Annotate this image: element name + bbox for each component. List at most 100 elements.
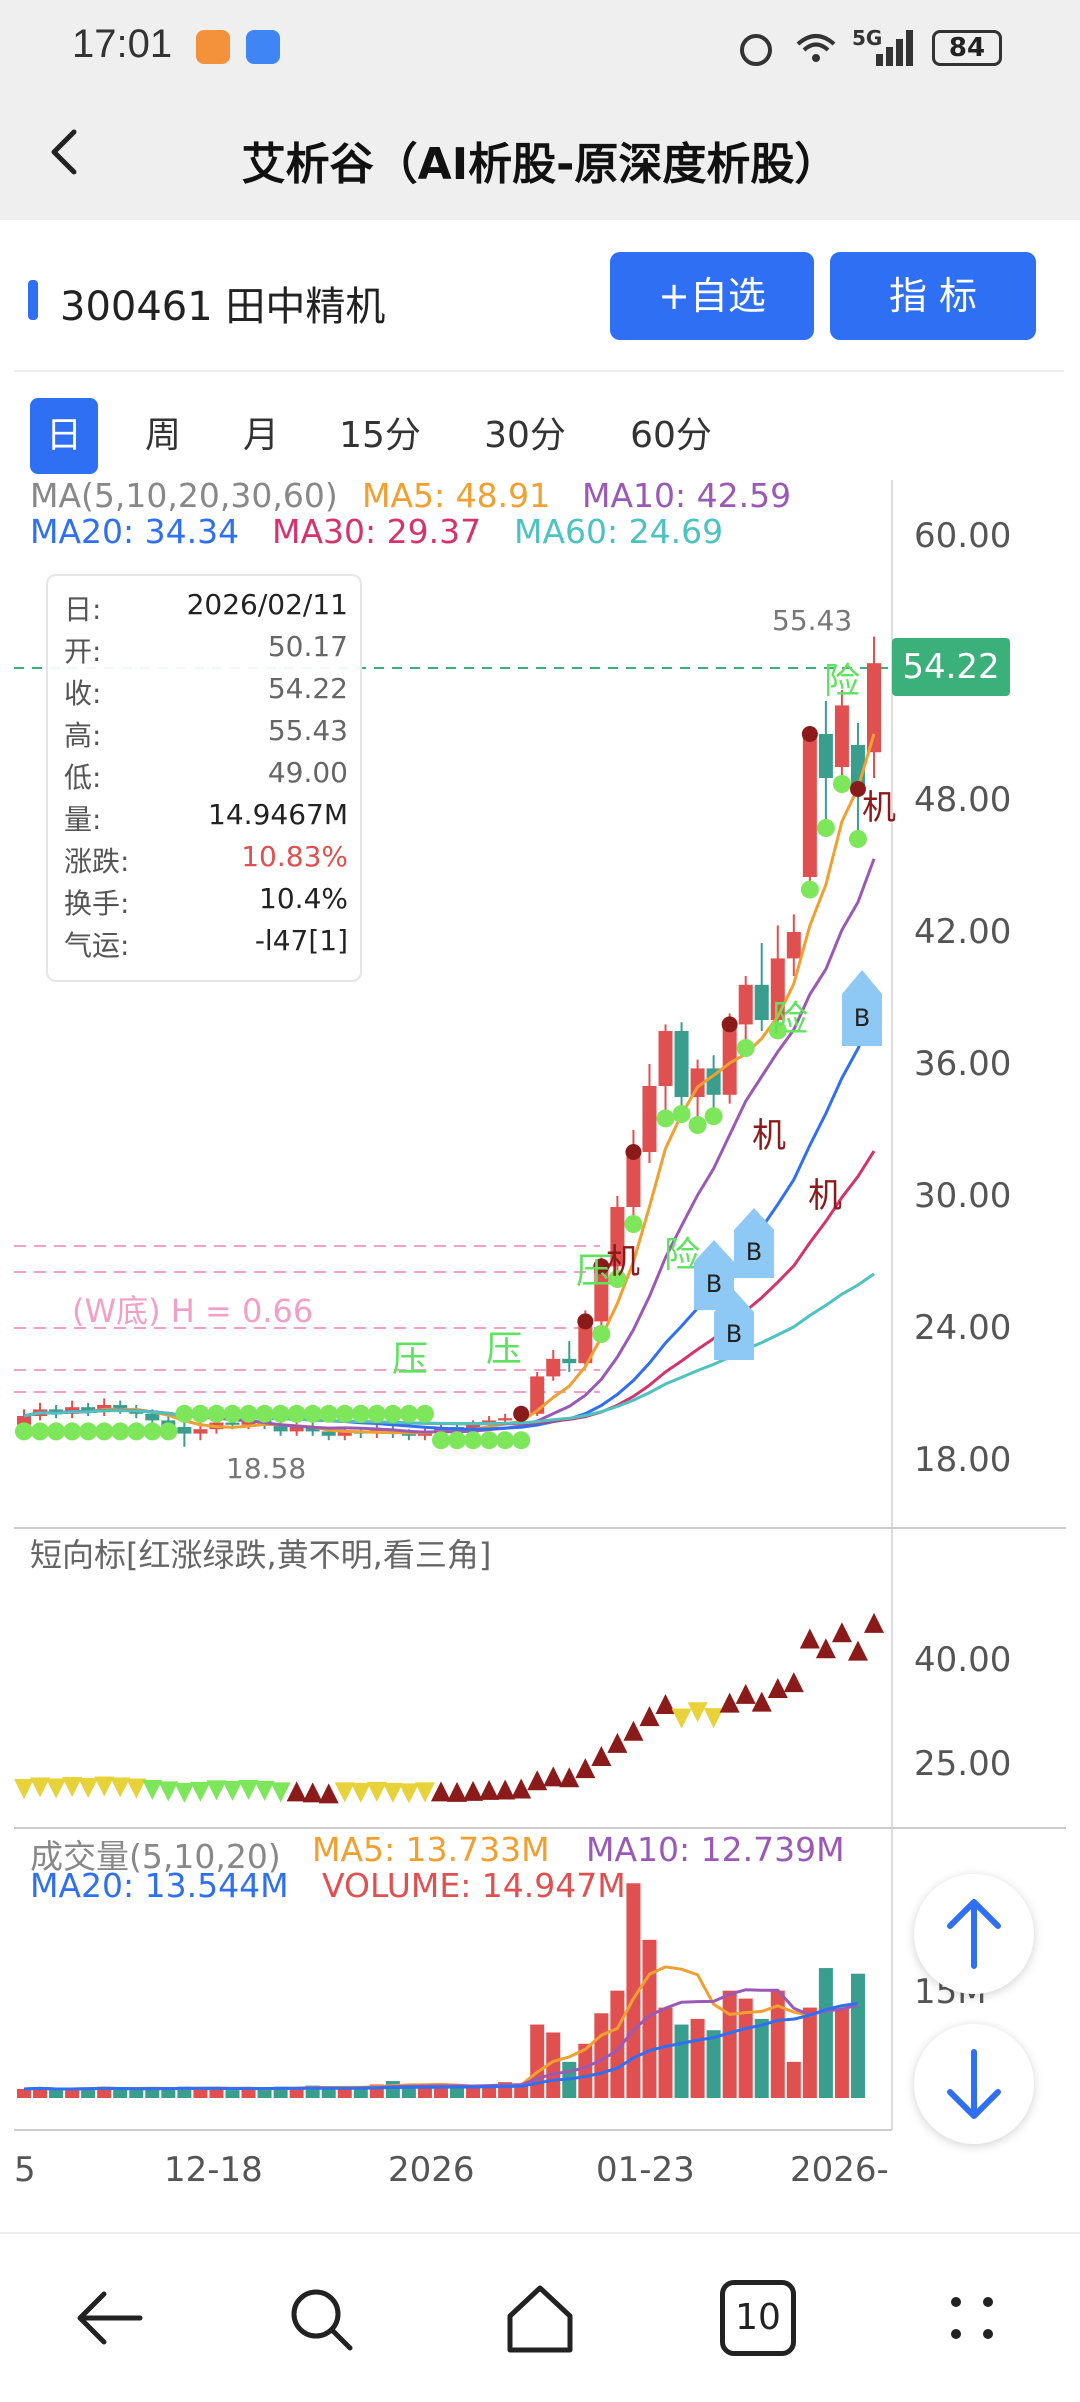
signal-dot-dark [801, 726, 818, 742]
nav-menu-button[interactable] [932, 2278, 1012, 2358]
volume-bar [706, 2030, 721, 2098]
buy-marker: B [694, 1240, 734, 1310]
short-indicator-triangle [174, 1782, 195, 1803]
short-indicator-triangle [703, 1708, 724, 1729]
scroll-up-button[interactable] [914, 1874, 1034, 1994]
signal-dot [672, 1105, 691, 1123]
tooltip-row-volume: 量: 14.9467M [64, 798, 348, 836]
price-tick: 18.00 [914, 1440, 1012, 1480]
nav-search-button[interactable] [280, 2278, 360, 2358]
candle-body [642, 1086, 657, 1152]
arrow-left-icon [77, 2291, 143, 2345]
tooltip-row-close: 收: 54.22 [64, 672, 348, 710]
tab-30min[interactable]: 30分 [484, 415, 566, 456]
signal-dot [816, 819, 835, 837]
short-indicator-triangle [334, 1782, 355, 1803]
tab-15min[interactable]: 15分 [339, 415, 421, 456]
risk-signal-label: 险 [824, 661, 861, 702]
short-indicator-triangle [302, 1782, 323, 1803]
volume-bar [658, 2007, 673, 2098]
candle-body [466, 1424, 481, 1430]
volume-bar [818, 1968, 833, 2098]
high-price-label: 55.43 [772, 604, 853, 637]
signal-dot-dark [593, 1258, 610, 1275]
short-indicator-triangle [30, 1777, 51, 1798]
nav-tabs-button[interactable]: 10 [720, 2280, 796, 2356]
volume-bar [417, 2086, 432, 2098]
candle-body [113, 1405, 128, 1410]
candle-body [81, 1407, 96, 1412]
tab-week[interactable]: 周 [144, 415, 181, 456]
short-indicator-triangle [783, 1672, 804, 1693]
signal-dot [143, 1422, 162, 1441]
volume-bar [530, 2024, 545, 2098]
nav-back-button[interactable] [70, 2278, 150, 2358]
signal-dot [239, 1404, 258, 1423]
signal-dot-dark [625, 1144, 642, 1160]
volume-bar [626, 1883, 641, 2098]
tab-60min[interactable]: 60分 [630, 415, 712, 456]
menu-dots-icon [951, 2297, 993, 2339]
volume-value: VOLUME: 14.947M [322, 1866, 626, 1905]
short-indicator-triangle [607, 1732, 628, 1753]
price-tick: 24.00 [914, 1308, 1012, 1348]
add-watchlist-button[interactable]: +自选 [610, 252, 814, 340]
tab-month[interactable]: 月 [242, 415, 279, 456]
indicator-button[interactable]: 指 标 [830, 252, 1036, 340]
signal-dot [399, 1404, 418, 1423]
chance-signal-label: 机 [862, 788, 896, 828]
candle-body [305, 1427, 320, 1432]
volume-bar [690, 2018, 705, 2098]
short-indicator-triangle [254, 1780, 275, 1801]
short-indicator-triangle [158, 1781, 179, 1802]
back-button[interactable] [30, 112, 110, 192]
volume-bar [193, 2087, 208, 2098]
short-indicator-triangle [270, 1782, 291, 1803]
nav-home-button[interactable] [500, 2278, 580, 2358]
scroll-down-button[interactable] [914, 2024, 1034, 2144]
candle-body [177, 1427, 192, 1434]
tab-day[interactable]: 日 [30, 398, 98, 474]
signal-dot-dark [513, 1405, 530, 1422]
x-tick: 2026 [388, 2150, 475, 2190]
bottom-nav [0, 2232, 1080, 2402]
volume-bar [225, 2090, 240, 2098]
short-indicator-triangle [479, 1779, 500, 1800]
candle-body [706, 1068, 721, 1095]
short-indicator-triangle [447, 1781, 468, 1802]
wifi-icon [796, 30, 836, 66]
ma10-legend: MA10: 42.59 [582, 476, 792, 515]
buy-marker: B [714, 1290, 754, 1360]
candle-body [722, 1024, 737, 1095]
signal-dot [271, 1404, 290, 1423]
chance-signal-label: 机 [808, 1176, 842, 1216]
signal-bars-icon [876, 30, 916, 66]
tooltip-row-high: 高: 55.43 [64, 714, 348, 752]
candle-body [610, 1207, 625, 1267]
short-indicator-triangle [78, 1777, 99, 1798]
signal-dot [127, 1422, 146, 1441]
volume-bar [850, 1973, 865, 2098]
volume-bar [129, 2090, 144, 2098]
candle-body [834, 705, 849, 767]
signal-dot [448, 1431, 467, 1450]
volume-bar [353, 2086, 368, 2098]
volume-bar [65, 2088, 80, 2098]
signal-dot [415, 1404, 434, 1423]
candlestick-chart[interactable] [0, 470, 1080, 2240]
volume-bar [385, 2081, 400, 2098]
candle-body [578, 1321, 593, 1364]
candle-body [321, 1431, 336, 1436]
signal-dot [704, 1107, 723, 1126]
ma60-legend: MA60: 24.69 [514, 512, 724, 551]
risk-signal-label: 险 [772, 999, 809, 1040]
price-tick: 60.00 [914, 516, 1012, 556]
battery-icon: 84 [932, 30, 1002, 66]
candle-body [289, 1427, 304, 1432]
volume-label: 成交量(5,10,20) [30, 1837, 281, 1876]
signal-dot [832, 775, 851, 793]
candle-body [546, 1358, 561, 1377]
ma5-legend: MA5: 48.91 [362, 476, 551, 515]
volume-bar [289, 2087, 304, 2098]
short-indicator-triangle [575, 1758, 596, 1779]
